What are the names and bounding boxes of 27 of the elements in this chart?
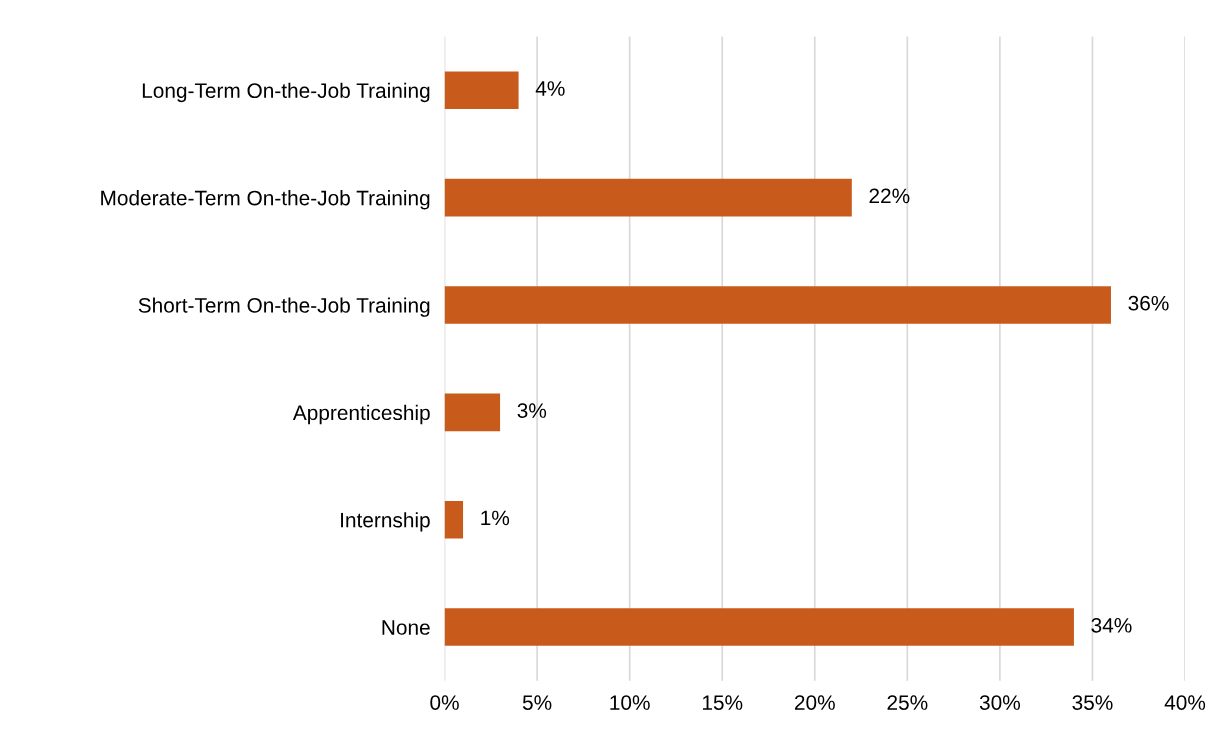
bar [444,393,501,432]
data-label: 3% [517,403,547,418]
x-tick-label: 15% [702,695,743,710]
data-label: 22% [869,188,910,204]
y-tick-label: Apprenticeship [292,404,430,425]
x-tick-label: 35% [1072,695,1113,710]
bar [444,500,464,539]
bar [444,608,1074,646]
x-tick-label: 10% [610,695,650,710]
data-label: 4% [535,81,565,96]
y-tick-label: Long-Term On-the-Job Training [142,82,430,103]
y-tick-label: None [382,620,430,635]
x-tick-label: 30% [979,695,1021,710]
bar [444,286,1111,324]
bar [444,71,519,110]
x-tick-label: 25% [887,695,928,710]
x-tick-label: 0% [430,695,459,710]
y-tick-label: Internship [341,512,430,532]
y-tick-label: Moderate-Term On-the-Job Training [101,190,430,210]
x-tick-label: 40% [1164,695,1206,710]
bar [444,178,852,217]
data-label: 1% [481,510,510,526]
data-label: 34% [1091,617,1132,633]
y-tick-label: Short-Term On-the-Job Training [138,297,430,317]
x-tick-label: 20% [794,695,835,710]
data-label: 36% [1128,295,1169,311]
x-tick-label: 5% [522,695,552,710]
